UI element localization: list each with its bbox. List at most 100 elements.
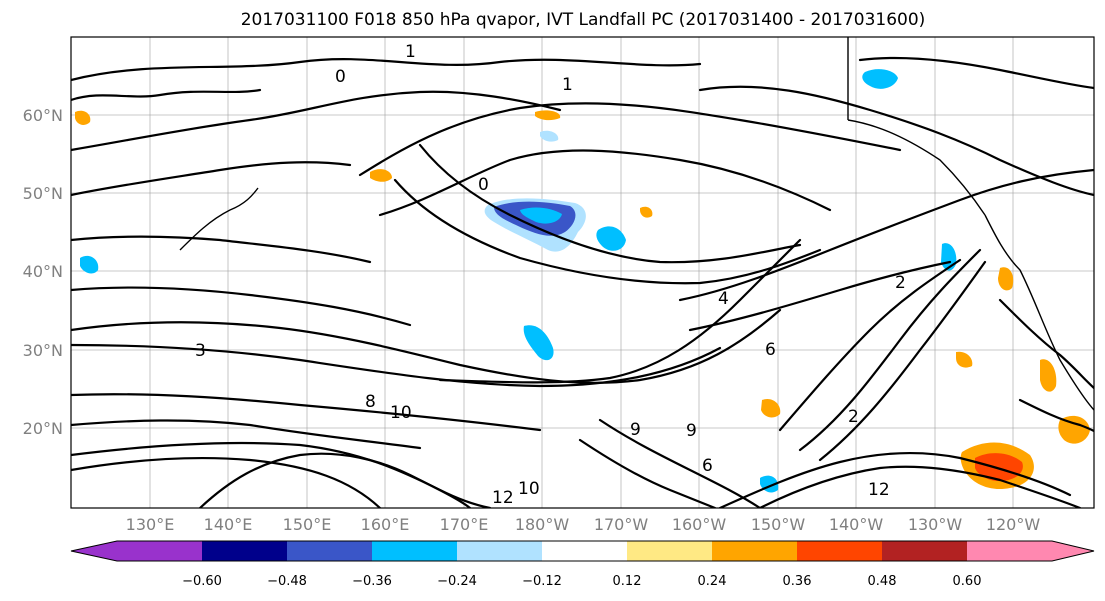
contour-line-19 <box>778 258 962 432</box>
contour-line-8 <box>71 343 722 388</box>
colorbar-tick: −0.36 <box>352 574 392 589</box>
contour-label: 12 <box>868 480 890 500</box>
shade-positive-8 <box>75 110 91 125</box>
coastline-alaska <box>847 37 986 216</box>
contour-line-5 <box>418 143 802 264</box>
colorbar-tick: 0.36 <box>783 574 812 589</box>
lon-label-150w: 150°W <box>751 515 806 534</box>
contour-line-23 <box>858 56 1094 90</box>
shade-positive-3 <box>1058 415 1090 444</box>
contour-label: 1 <box>562 75 573 95</box>
colorbar-outline <box>70 540 1095 562</box>
lat-label-50n: 50°N <box>23 184 63 203</box>
colorbar-tick: 0.24 <box>698 574 727 589</box>
lat-label-30n: 30°N <box>23 341 63 360</box>
contour-line-16 <box>758 465 1082 508</box>
colorbar: −0.60 −0.48 −0.36 −0.24 −0.12 0.12 0.24 … <box>70 540 1095 589</box>
lon-label-120w: 120°W <box>986 515 1041 534</box>
contour-label: 3 <box>195 341 206 361</box>
shade-positive-4 <box>1040 359 1057 392</box>
lon-label-130w: 130°W <box>908 515 963 534</box>
colorbar-tick: 0.12 <box>613 574 642 589</box>
shade-positive-6 <box>370 169 392 182</box>
contour-label: 1 <box>405 42 416 62</box>
contour-line-26 <box>71 235 372 264</box>
lat-label-20n: 20°N <box>23 419 63 438</box>
lon-label-180w: 180°W <box>515 515 570 534</box>
contour-line-11 <box>71 419 422 450</box>
contour-line-7 <box>71 308 782 384</box>
contour-label: 9 <box>630 420 641 440</box>
colorbar-extend-high <box>1052 541 1094 561</box>
contour-line-27 <box>71 286 412 327</box>
lat-label-40n: 40°N <box>23 262 63 281</box>
shade-positive-5 <box>761 398 781 418</box>
contour-line-20 <box>678 168 1094 302</box>
colorbar-tick: −0.48 <box>267 574 307 589</box>
contour-label: 12 <box>492 488 514 508</box>
colorbar-segment <box>542 541 627 561</box>
lon-label-150e: 150°E <box>283 515 332 534</box>
contour-line-28 <box>598 418 762 508</box>
contour-line-10 <box>71 393 542 432</box>
colorbar-segment <box>882 541 967 561</box>
figure-title: 2017031100 F018 850 hPa qvapor, IVT Land… <box>241 10 926 30</box>
colorbar-tick: 0.48 <box>868 574 897 589</box>
contour-line-2 <box>71 90 562 152</box>
contour-line-24 <box>71 88 262 102</box>
colorbar-segment <box>712 541 797 561</box>
lon-label-170e: 170°E <box>440 515 489 534</box>
contour-line-31 <box>1018 398 1094 433</box>
contour-line-15 <box>718 451 1072 508</box>
shade-negative-1 <box>596 226 626 251</box>
colorbar-tick: −0.60 <box>182 574 222 589</box>
contour-line-25 <box>71 161 352 197</box>
contour-line-29 <box>578 438 717 508</box>
colorbar-segment <box>967 541 1052 561</box>
map-frame <box>70 36 1095 509</box>
contour-line-14 <box>198 452 472 508</box>
contour-label: 10 <box>518 479 540 499</box>
lon-label-130e: 130°E <box>126 515 175 534</box>
contour-label: 0 <box>478 175 489 195</box>
colorbar-segment <box>287 541 372 561</box>
colorbar-segment <box>117 541 202 561</box>
longitude-labels: 130°E 140°E 150°E 160°E 170°E 180°W 170°… <box>126 515 1041 534</box>
contour-label: 9 <box>686 421 697 441</box>
contour-label: 4 <box>718 289 729 309</box>
contour-line-3 <box>358 102 902 177</box>
lon-label-170w: 170°W <box>594 515 649 534</box>
contour-label: 2 <box>848 407 859 427</box>
colorbar-segment <box>797 541 882 561</box>
colorbar-segment <box>457 541 542 561</box>
colorbar-tick: 0.60 <box>953 574 982 589</box>
colorbar-segment <box>372 541 457 561</box>
shade-negative-2 <box>523 325 554 361</box>
contour-line-17 <box>798 248 982 452</box>
contour-line-18 <box>818 260 987 462</box>
shade-positive-7 <box>535 110 561 121</box>
colorbar-segment <box>627 541 712 561</box>
shade-positive-2 <box>975 453 1023 482</box>
shade-positive-11 <box>640 206 653 218</box>
contour-line-22 <box>698 85 1094 197</box>
colorbar-extend-low <box>71 541 117 561</box>
contour-label: 0 <box>335 67 346 87</box>
shade-negative-6 <box>540 130 559 142</box>
latitude-labels: 60°N 50°N 40°N 30°N 20°N <box>23 106 63 438</box>
lon-label-140e: 140°E <box>204 515 253 534</box>
colorbar-tick: −0.24 <box>437 574 477 589</box>
lon-label-140w: 140°W <box>829 515 884 534</box>
lon-label-160w: 160°W <box>672 515 727 534</box>
shade-positive-10 <box>956 351 973 368</box>
contour-label: 6 <box>765 340 776 360</box>
contour-label: 10 <box>390 403 412 423</box>
contour-label: 6 <box>702 456 713 476</box>
contour-line-6 <box>393 178 822 285</box>
shade-positive-9 <box>998 267 1014 291</box>
contour-line-9 <box>438 238 802 384</box>
shade-negative-mid <box>520 207 562 224</box>
contour-line-4 <box>378 149 832 217</box>
contour-line-13 <box>71 456 382 508</box>
contour-labels: 1 0 1 0 2 4 6 8 10 12 9 3 12 10 6 2 9 <box>195 42 906 508</box>
